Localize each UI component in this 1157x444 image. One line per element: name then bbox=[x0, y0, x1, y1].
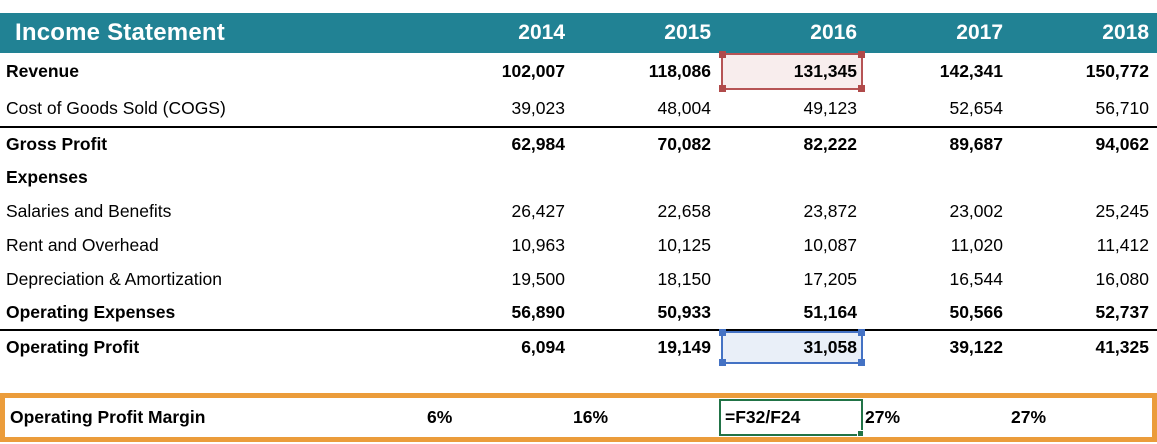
cell-label-salaries[interactable]: Salaries and Benefits bbox=[6, 200, 172, 221]
selection-handle[interactable] bbox=[719, 359, 726, 366]
selection-handle[interactable] bbox=[719, 329, 726, 336]
cell-operating-expenses-2016[interactable]: 51,164 bbox=[803, 302, 857, 322]
cell-cogs-2017[interactable]: 52,654 bbox=[949, 97, 1003, 118]
row-revenue: Revenue 102,007 118,086 131,345 142,341 … bbox=[0, 51, 1157, 92]
cell-depreciation-2017[interactable]: 16,544 bbox=[949, 268, 1003, 289]
year-header-2014[interactable]: 2014 bbox=[518, 21, 565, 44]
cell-revenue-2017[interactable]: 142,341 bbox=[939, 61, 1003, 81]
cell-operating-profit-2014[interactable]: 6,094 bbox=[521, 337, 565, 357]
selection-handle[interactable] bbox=[858, 329, 865, 336]
cell-margin-2014[interactable]: 6% bbox=[427, 407, 453, 427]
cell-operating-expenses-2018[interactable]: 52,737 bbox=[1095, 302, 1149, 322]
cell-label-expenses[interactable]: Expenses bbox=[6, 166, 88, 187]
cell-label-operating-profit[interactable]: Operating Profit bbox=[6, 337, 140, 357]
year-header-2016[interactable]: 2016 bbox=[810, 21, 857, 44]
cell-label-gross-profit[interactable]: Gross Profit bbox=[6, 133, 108, 154]
header-row: Income Statement 2014 2015 2016 2017 201… bbox=[0, 13, 1157, 53]
formula-text[interactable]: =F32/F24 bbox=[725, 407, 801, 427]
row-rent: Rent and Overhead 10,963 10,125 10,087 1… bbox=[0, 228, 1157, 262]
row-salaries: Salaries and Benefits 26,427 22,658 23,8… bbox=[0, 194, 1157, 228]
formula-reference-highlight-red bbox=[719, 51, 865, 92]
cell-revenue-2016[interactable]: 131,345 bbox=[719, 51, 865, 92]
row-depreciation: Depreciation & Amortization 19,500 18,15… bbox=[0, 262, 1157, 296]
row-operating-expenses: Operating Expenses 56,890 50,933 51,164 … bbox=[0, 296, 1157, 329]
cell-expenses-2018[interactable] bbox=[1011, 160, 1157, 194]
cell-cogs-2018[interactable]: 56,710 bbox=[1095, 97, 1149, 118]
year-header-2015[interactable]: 2015 bbox=[664, 21, 711, 44]
cell-label-revenue[interactable]: Revenue bbox=[6, 61, 79, 81]
edit-cell-border bbox=[719, 399, 864, 437]
cell-gross-profit-2018[interactable]: 94,062 bbox=[1095, 133, 1149, 154]
cell-depreciation-2018[interactable]: 16,080 bbox=[1095, 268, 1149, 289]
cell-cogs-2015[interactable]: 48,004 bbox=[657, 97, 711, 118]
cell-operating-profit-2015[interactable]: 19,149 bbox=[657, 337, 711, 357]
cell-expenses-2014[interactable] bbox=[427, 160, 573, 194]
cell-revenue-2018[interactable]: 150,772 bbox=[1085, 61, 1149, 81]
cell-operating-expenses-2015[interactable]: 50,933 bbox=[657, 302, 711, 322]
selection-handle[interactable] bbox=[858, 359, 865, 366]
cell-gross-profit-2015[interactable]: 70,082 bbox=[657, 133, 711, 154]
row-operating-profit: Operating Profit 6,094 19,149 31,058 39,… bbox=[0, 329, 1157, 366]
cell-salaries-2016[interactable]: 23,872 bbox=[803, 200, 857, 221]
cell-margin-2016-formula-edit[interactable]: =F32/F24 bbox=[719, 393, 865, 442]
cell-label-operating-profit-margin[interactable]: Operating Profit Margin bbox=[10, 407, 206, 427]
cell-operating-profit-2017[interactable]: 39,122 bbox=[949, 337, 1003, 357]
cell-margin-2015[interactable]: 16% bbox=[573, 407, 609, 427]
cell-salaries-2014[interactable]: 26,427 bbox=[511, 200, 565, 221]
cell-cogs-2014[interactable]: 39,023 bbox=[511, 97, 565, 118]
selection-handle[interactable] bbox=[858, 51, 865, 58]
cell-rent-2014[interactable]: 10,963 bbox=[511, 234, 565, 255]
cell-label-cogs[interactable]: Cost of Goods Sold (COGS) bbox=[6, 97, 226, 118]
cell-margin-2018[interactable]: 27% bbox=[1011, 407, 1047, 427]
cell-gross-profit-2014[interactable]: 62,984 bbox=[511, 133, 565, 154]
cell-cogs-2016[interactable]: 49,123 bbox=[803, 97, 857, 118]
cell-salaries-2017[interactable]: 23,002 bbox=[949, 200, 1003, 221]
row-operating-profit-margin: Operating Profit Margin 6% 16% =F32/F24 … bbox=[0, 393, 1157, 442]
cell-rent-2016[interactable]: 10,087 bbox=[803, 234, 857, 255]
cell-revenue-2014[interactable]: 102,007 bbox=[501, 61, 565, 81]
row-expenses-header: Expenses bbox=[0, 160, 1157, 194]
cell-depreciation-2015[interactable]: 18,150 bbox=[657, 268, 711, 289]
cell-expenses-2015[interactable] bbox=[573, 160, 719, 194]
row-cogs: Cost of Goods Sold (COGS) 39,023 48,004 … bbox=[0, 90, 1157, 126]
cell-salaries-2015[interactable]: 22,658 bbox=[657, 200, 711, 221]
cell-gross-profit-2017[interactable]: 89,687 bbox=[949, 133, 1003, 154]
cell-rent-2018[interactable]: 11,412 bbox=[1096, 234, 1149, 255]
cell-rent-2015[interactable]: 10,125 bbox=[657, 234, 711, 255]
selection-handle[interactable] bbox=[858, 85, 865, 92]
cell-label-rent[interactable]: Rent and Overhead bbox=[6, 234, 159, 255]
cell-label-depreciation[interactable]: Depreciation & Amortization bbox=[6, 268, 222, 289]
cell-depreciation-2016[interactable]: 17,205 bbox=[803, 268, 857, 289]
cell-operating-profit-2018[interactable]: 41,325 bbox=[1095, 337, 1149, 357]
cell-margin-2017[interactable]: 27% bbox=[865, 407, 901, 427]
cell-expenses-2016[interactable] bbox=[719, 160, 865, 194]
year-header-2018[interactable]: 2018 bbox=[1102, 21, 1149, 44]
cell-gross-profit-2016[interactable]: 82,222 bbox=[803, 133, 857, 154]
cell-operating-expenses-2017[interactable]: 50,566 bbox=[949, 302, 1003, 322]
cell-revenue-2015[interactable]: 118,086 bbox=[648, 61, 711, 81]
cell-salaries-2018[interactable]: 25,245 bbox=[1095, 200, 1149, 221]
cell-depreciation-2014[interactable]: 19,500 bbox=[511, 268, 565, 289]
year-header-2017[interactable]: 2017 bbox=[956, 21, 1003, 44]
row-gross-profit: Gross Profit 62,984 70,082 82,222 89,687… bbox=[0, 126, 1157, 160]
cell-rent-2017[interactable]: 11,020 bbox=[950, 234, 1003, 255]
selection-handle[interactable] bbox=[719, 51, 726, 58]
cell-operating-expenses-2014[interactable]: 56,890 bbox=[511, 302, 565, 322]
cell-operating-profit-2016[interactable]: 31,058 bbox=[719, 329, 865, 366]
cell-label-operating-expenses[interactable]: Operating Expenses bbox=[6, 302, 176, 322]
spacer bbox=[0, 364, 1157, 393]
sheet-title[interactable]: Income Statement bbox=[15, 19, 225, 46]
selection-handle[interactable] bbox=[719, 85, 726, 92]
formula-reference-highlight-blue bbox=[719, 329, 865, 366]
cell-expenses-2017[interactable] bbox=[865, 160, 1011, 194]
fill-handle[interactable] bbox=[857, 430, 864, 437]
